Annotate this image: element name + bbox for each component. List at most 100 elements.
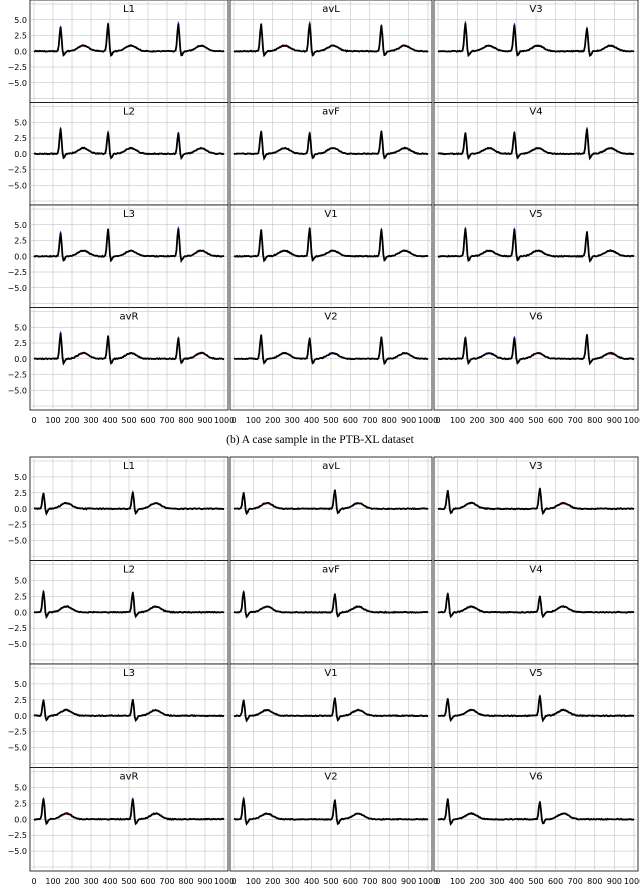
y-tick-label: 5.0 <box>14 118 27 127</box>
panel-top-L1: 5.0 2.5 0.0 −2.5 −5.0 L1 <box>8 0 229 103</box>
x-tick-label: 300 <box>285 877 300 886</box>
x-tick-label: 100 <box>45 877 60 886</box>
series-line-black <box>233 798 429 826</box>
x-tick-label: 300 <box>489 877 504 886</box>
x-tick-label: 600 <box>140 416 155 425</box>
panel-top-V1: V1 <box>229 204 433 308</box>
lead-title: avL <box>322 461 340 472</box>
x-tick-label: 200 <box>265 877 280 886</box>
x-tick-label: 900 <box>197 416 212 425</box>
x-tick-label: 400 <box>102 877 117 886</box>
x-tick-label: 1000 <box>624 416 640 425</box>
x-tick-label: 1000 <box>418 416 438 425</box>
x-tick-label: 900 <box>607 877 622 886</box>
x-tick-label: 500 <box>121 416 136 425</box>
y-tick-label: 0.0 <box>14 355 27 364</box>
x-tick-label: 100 <box>450 877 465 886</box>
x-tick-label: 800 <box>587 416 602 425</box>
x-tick-label: 500 <box>528 416 543 425</box>
series-line-black <box>233 489 429 516</box>
x-tick-label: 400 <box>509 877 524 886</box>
y-tick-label: 5.0 <box>14 221 27 230</box>
x-tick-label: 0 <box>231 416 236 425</box>
x-tick-label: 600 <box>343 416 358 425</box>
x-tick-label: 600 <box>343 877 358 886</box>
y-tick-label: 0.0 <box>14 252 27 261</box>
x-tick-label: 1000 <box>418 877 438 886</box>
series-line-black <box>233 23 429 58</box>
y-tick-label: −2.5 <box>8 521 27 530</box>
series-line-black <box>437 593 635 619</box>
y-tick-label: −5.0 <box>8 744 27 753</box>
y-tick-label: −2.5 <box>8 268 27 277</box>
y-tick-label: −5.0 <box>8 79 27 88</box>
panel-bottom-avR: 5.0 2.5 0.0 −2.5 −5.0 avR <box>8 767 229 872</box>
y-tick-label: 0.0 <box>14 712 27 721</box>
x-tick-label: 1000 <box>624 877 640 886</box>
lead-title: L2 <box>123 565 135 576</box>
y-tick-label: −2.5 <box>8 371 27 380</box>
y-tick-label: 2.5 <box>14 489 27 498</box>
panel-top-avF: avF <box>229 102 433 206</box>
y-tick-label: 0.0 <box>14 815 27 824</box>
panel-bottom-avL: avL <box>229 456 433 561</box>
x-tick-label: 100 <box>246 416 261 425</box>
x-tick-label: 700 <box>568 416 583 425</box>
panel-bottom-V3: V3 <box>433 456 639 561</box>
lead-title: V6 <box>529 312 542 323</box>
x-tick-label: 1000 <box>214 877 234 886</box>
x-tick-label: 600 <box>548 416 563 425</box>
x-tick-label: 200 <box>64 416 79 425</box>
x-tick-label: 700 <box>568 877 583 886</box>
x-tick-label: 300 <box>285 416 300 425</box>
series-line-black <box>33 228 225 264</box>
x-tick-label: 900 <box>401 877 416 886</box>
series-line-black <box>233 130 429 161</box>
x-tick-label: 400 <box>304 877 319 886</box>
series-line-black <box>437 228 635 263</box>
series-line-black <box>33 23 225 57</box>
x-tick-label: 400 <box>102 416 117 425</box>
x-tick-label: 400 <box>509 416 524 425</box>
panel-top-L2: 5.0 2.5 0.0 −2.5 −5.0 L2 <box>8 102 229 206</box>
x-tick-label: 500 <box>528 877 543 886</box>
lead-title: avR <box>120 772 139 783</box>
figure-caption-b: (b) A case sample in the PTB-XL dataset <box>226 434 414 446</box>
series-line-black <box>33 491 224 517</box>
y-tick-label: 5.0 <box>14 16 27 25</box>
y-tick-label: 2.5 <box>14 696 27 705</box>
series-line-black <box>233 697 429 723</box>
lead-title: L1 <box>123 4 135 15</box>
panel-bottom-avF: avF <box>229 560 433 665</box>
x-tick-label: 400 <box>304 416 319 425</box>
lead-title: avL <box>322 4 340 15</box>
y-tick-label: 2.5 <box>14 799 27 808</box>
lead-title: V6 <box>529 772 542 783</box>
y-tick-label: 0.0 <box>14 608 27 617</box>
series-line-black <box>437 798 635 826</box>
lead-title: avF <box>322 107 340 118</box>
x-tick-label: 500 <box>323 416 338 425</box>
panel-bottom-V6: V6 <box>433 767 639 872</box>
x-tick-label: 1000 <box>214 416 234 425</box>
lead-title: V3 <box>529 4 542 15</box>
y-tick-label: 2.5 <box>14 237 27 246</box>
x-tick-label: 800 <box>382 877 397 886</box>
x-tick-label: 500 <box>121 877 136 886</box>
x-tick-label: 0 <box>435 416 440 425</box>
panel-bottom-L2: 5.0 2.5 0.0 −2.5 −5.0 L2 <box>8 560 229 665</box>
y-tick-label: −5.0 <box>8 181 27 190</box>
lead-title: L2 <box>123 107 135 118</box>
y-tick-label: −2.5 <box>8 728 27 737</box>
panel-top-V4: V4 <box>433 102 639 206</box>
x-tick-label: 100 <box>450 416 465 425</box>
x-tick-label: 800 <box>178 416 193 425</box>
y-tick-label: 2.5 <box>14 32 27 41</box>
lead-title: V2 <box>324 312 337 323</box>
series-line-black <box>33 128 225 160</box>
x-tick-label: 300 <box>83 416 98 425</box>
x-tick-label: 200 <box>265 416 280 425</box>
x-tick-label: 100 <box>246 877 261 886</box>
y-tick-label: 5.0 <box>14 323 27 332</box>
